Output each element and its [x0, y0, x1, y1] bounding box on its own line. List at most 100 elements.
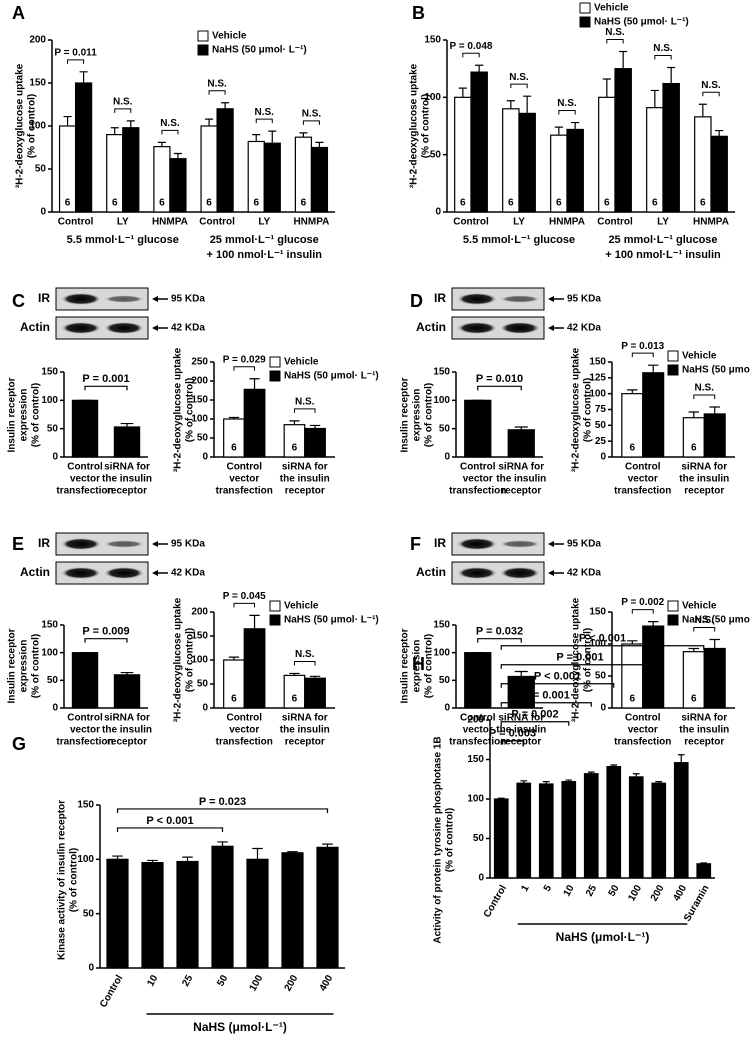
y-tick-label: 100 [589, 639, 606, 650]
y-axis-label: (% of control) [31, 383, 42, 447]
n-label: 6 [301, 198, 307, 209]
x-tick-label: the insulin [102, 474, 152, 485]
x-tick-label: vector [463, 725, 493, 736]
error-bar [309, 675, 321, 679]
blot-band [104, 540, 144, 548]
bar [113, 674, 141, 709]
error-bar [205, 118, 214, 126]
error-bar [252, 847, 263, 860]
group-label: 5.5 mmol·L⁻¹ glucose [67, 234, 179, 246]
x-tick-label: transfection [216, 486, 273, 497]
x-tick-label: 10 [145, 973, 160, 989]
y-tick-label: 150 [433, 620, 450, 631]
bracket [116, 827, 224, 832]
blot-band [61, 293, 101, 305]
comparison-label: P = 0.032 [476, 626, 523, 638]
x-tick-label: Control [98, 973, 125, 1009]
bracket [84, 385, 128, 391]
y-tick-label: 150 [41, 620, 58, 631]
error-bar [688, 647, 700, 652]
blot-band [104, 567, 144, 579]
band-size: 42 KDa [567, 323, 601, 334]
panel-label: D [410, 291, 423, 311]
legend-label: Vehicle [284, 357, 319, 368]
x-tick-label: Control [460, 713, 496, 724]
n-label: 3 [518, 443, 524, 454]
y-tick-label: 200 [29, 35, 46, 46]
n-label: 3 [475, 694, 481, 705]
error-bar [182, 856, 193, 862]
band-name: IR [434, 536, 446, 550]
y-tick-label: 250 [191, 357, 208, 368]
legend-label: Vehicle [594, 3, 629, 14]
arrow-head [548, 325, 554, 331]
error-bar [475, 64, 484, 73]
n-label: 6 [476, 198, 482, 209]
group-label: 5.5 mmol·L⁻¹ glucose [463, 234, 575, 246]
error-bar [688, 411, 700, 418]
error-bar [147, 859, 158, 863]
y-tick-label: 50 [473, 833, 485, 844]
x-tick-label: HNMPA [293, 217, 329, 228]
error-bar [627, 389, 638, 394]
y-axis-label: (% of control) [583, 378, 594, 442]
blot-band [61, 538, 101, 550]
error-bar [554, 126, 563, 136]
error-bar [709, 406, 720, 414]
blot-band [457, 293, 497, 305]
bracket [510, 83, 528, 89]
n-label: 6 [220, 954, 226, 965]
y-tick-label: 150 [191, 631, 208, 642]
legend-label: Vehicle [682, 601, 717, 612]
error-bar [602, 78, 611, 98]
x-tick-label: 100 [626, 883, 644, 903]
y-tick-label: 50 [35, 164, 47, 175]
y-tick-label: 25 [595, 436, 607, 447]
x-tick-label: 200 [283, 973, 301, 993]
y-axis-label: expression [412, 389, 423, 442]
legend-label: NaHS (50 μmol· L⁻¹) [682, 615, 750, 626]
legend-label: Vehicle [284, 601, 319, 612]
n-label: 6 [290, 954, 296, 965]
band-size: 42 KDa [567, 568, 601, 579]
n-label: 6 [222, 198, 228, 209]
x-tick-label: siRNA for [681, 462, 727, 473]
blot-band [104, 322, 144, 334]
arrow-head [548, 541, 554, 547]
y-tick-label: 100 [589, 388, 606, 399]
band-size: 95 KDa [171, 539, 205, 550]
y-axis-label: expression [19, 389, 30, 442]
x-tick-label: transfection [216, 737, 273, 748]
y-axis-label: ³H-2-deoxyglucose uptake [571, 597, 582, 722]
error-bar [126, 120, 135, 128]
error-bar [315, 141, 324, 148]
x-tick-label: siRNA for [282, 462, 328, 473]
x-tick-label: Control [625, 462, 661, 473]
bracket [500, 702, 592, 707]
y-tick-label: 100 [433, 395, 450, 406]
y-tick-label: 100 [424, 92, 441, 103]
legend-label: Vehicle [212, 31, 247, 42]
comparison-label: N.S. [557, 98, 577, 109]
n-label: 6 [712, 443, 718, 454]
y-tick-label: 50 [197, 433, 209, 444]
y-tick-label: 100 [41, 395, 58, 406]
error-bar [619, 50, 628, 69]
y-tick-label: 50 [439, 675, 451, 686]
bracket [302, 120, 320, 125]
bracket [500, 683, 615, 688]
bracket [558, 110, 576, 115]
bar [464, 652, 492, 709]
bracket [500, 721, 570, 726]
y-tick-label: 0 [202, 452, 208, 463]
error-bar [514, 426, 528, 430]
bar [673, 762, 689, 879]
bracket [67, 59, 85, 64]
y-tick-label: 150 [424, 35, 441, 46]
panel-label: G [12, 734, 26, 754]
legend-label: Vehicle [682, 351, 717, 362]
blot-band [500, 567, 540, 579]
bracket [293, 408, 316, 413]
x-tick-label: vector [463, 474, 493, 485]
n-label: 6 [231, 443, 237, 454]
